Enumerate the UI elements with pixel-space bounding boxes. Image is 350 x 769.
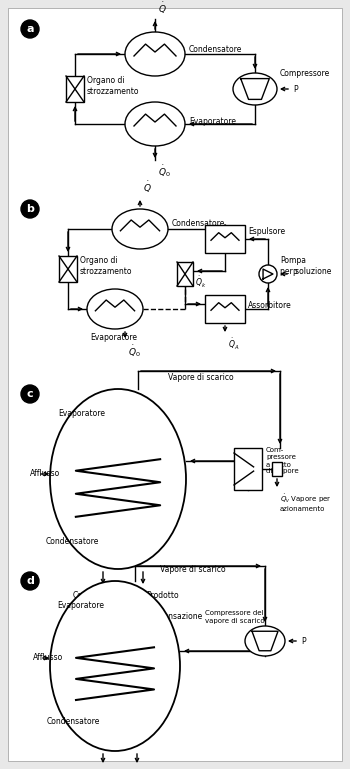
Text: Vapore di scarico: Vapore di scarico (168, 372, 234, 381)
Text: b: b (26, 204, 34, 214)
Polygon shape (252, 631, 278, 651)
Bar (205, 295, 245, 323)
Text: Com-
pressore
a getto
di vapore: Com- pressore a getto di vapore (266, 448, 299, 474)
Bar (177, 262, 193, 286)
Text: Condensatore: Condensatore (189, 45, 242, 54)
Circle shape (21, 20, 39, 38)
Text: c: c (27, 389, 33, 399)
Polygon shape (241, 78, 269, 99)
Circle shape (21, 385, 39, 403)
Text: $\dot{Q}_k$: $\dot{Q}_k$ (195, 275, 206, 290)
Ellipse shape (233, 73, 277, 105)
Text: P: P (293, 85, 298, 94)
Text: Prodotto
di
condensazione: Prodotto di condensazione (146, 591, 203, 621)
Text: Condensatore: Condensatore (172, 219, 225, 228)
Text: Evaporatore: Evaporatore (57, 601, 104, 611)
FancyBboxPatch shape (8, 8, 342, 761)
Text: Espulsore: Espulsore (248, 227, 285, 235)
Text: Evaporatore: Evaporatore (58, 410, 105, 418)
Text: Condensatore: Condensatore (46, 537, 99, 545)
Text: $\dot{Q}$: $\dot{Q}$ (143, 180, 152, 195)
Text: $\dot{Q}_0$: $\dot{Q}_0$ (158, 163, 171, 178)
Ellipse shape (50, 581, 180, 751)
Ellipse shape (125, 102, 185, 146)
Text: $\dot{Q}_A$: $\dot{Q}_A$ (228, 337, 239, 352)
Text: Afflusso: Afflusso (30, 470, 60, 478)
Bar (66, 76, 84, 102)
Text: Assorbitore: Assorbitore (248, 301, 292, 311)
Ellipse shape (245, 626, 285, 656)
Text: d: d (26, 576, 34, 586)
Ellipse shape (112, 209, 168, 249)
Circle shape (259, 265, 277, 283)
Ellipse shape (87, 289, 143, 329)
Text: Condensatore: Condensatore (47, 717, 100, 725)
Text: $\dot{Q}_v$ Vapore per
azionamento: $\dot{Q}_v$ Vapore per azionamento (280, 492, 332, 512)
Text: P: P (301, 637, 306, 645)
Text: Vapore di scarico: Vapore di scarico (160, 564, 226, 574)
Text: Organo di
strozzamento: Organo di strozzamento (87, 76, 140, 95)
Text: Evaporatore: Evaporatore (189, 116, 236, 125)
Text: $\dot{Q}$: $\dot{Q}$ (158, 1, 167, 16)
Text: Organo di
strozzamento: Organo di strozzamento (80, 256, 133, 276)
Text: Compressore: Compressore (280, 68, 330, 78)
Text: Compressore del
vapore di scarico: Compressore del vapore di scarico (205, 611, 265, 624)
Text: Concentrato: Concentrato (72, 591, 120, 600)
Bar (234, 448, 262, 490)
Text: Evaporatore: Evaporatore (90, 332, 137, 341)
Bar (272, 462, 282, 476)
Bar (59, 256, 77, 282)
Text: $\dot{Q}_0$: $\dot{Q}_0$ (128, 343, 141, 358)
Text: a: a (26, 24, 34, 34)
Bar (205, 225, 245, 253)
Text: Afflusso: Afflusso (33, 654, 63, 663)
Circle shape (21, 572, 39, 590)
Circle shape (21, 200, 39, 218)
Ellipse shape (125, 32, 185, 76)
Text: Pompa
per soluzione: Pompa per soluzione (280, 256, 331, 276)
Text: P: P (292, 269, 297, 278)
Ellipse shape (50, 389, 186, 569)
